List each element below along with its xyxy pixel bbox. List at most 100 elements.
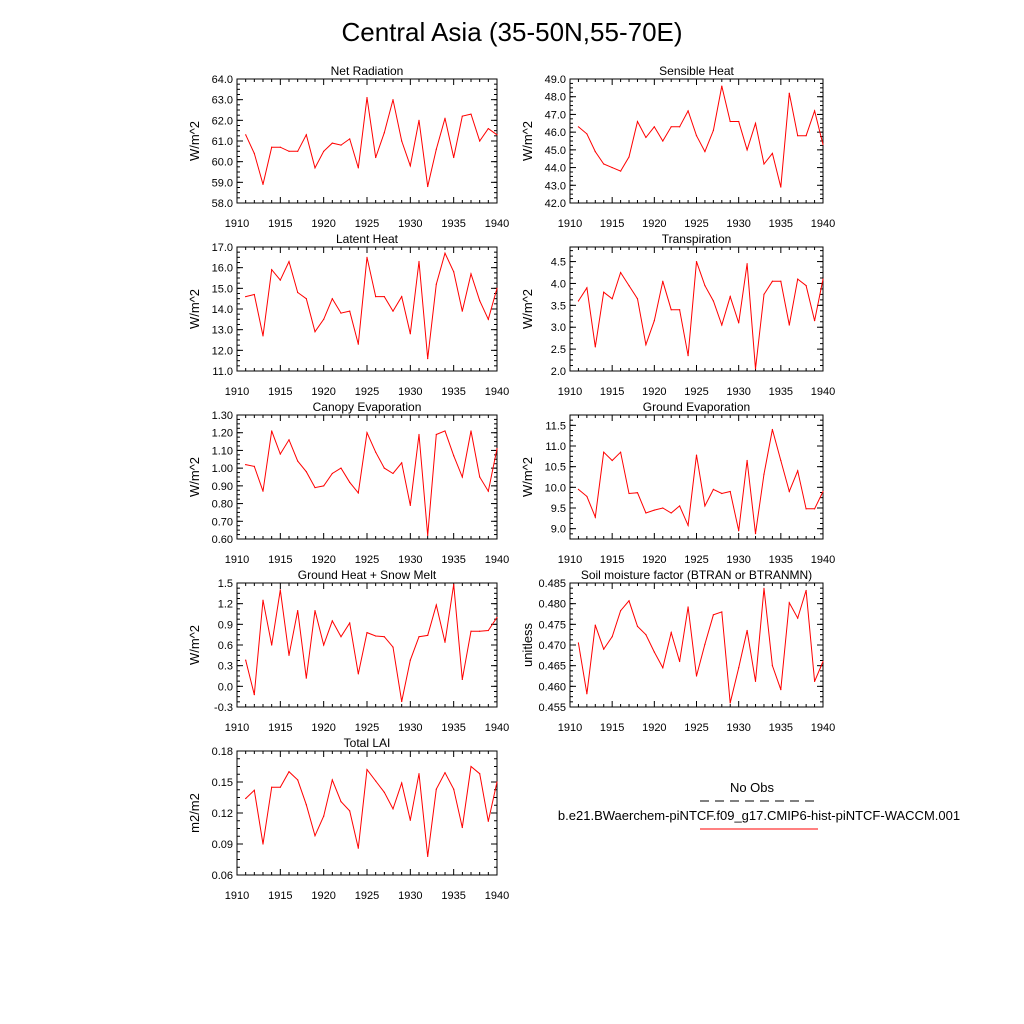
data-point [746, 149, 748, 151]
x-tick-label: 1940 [485, 722, 509, 734]
data-point [679, 505, 681, 507]
data-point [288, 150, 290, 152]
data-point [401, 462, 403, 464]
y-tick-label: 0.6 [218, 640, 233, 652]
data-point [746, 459, 748, 462]
data-point [323, 318, 325, 320]
data-point [479, 630, 481, 632]
series-line [245, 765, 498, 857]
panel-2: Sensible Heat W/m^2 1910 1915 1920 1925 1930 19… [520, 64, 835, 230]
data-point [721, 492, 723, 495]
data-point [245, 464, 247, 466]
data-point [409, 165, 411, 167]
data-point [383, 791, 385, 793]
x-tick-label: 1920 [311, 386, 335, 398]
data-point [253, 293, 255, 296]
y-tick-label: 62.0 [212, 115, 233, 127]
data-point [712, 614, 714, 616]
data-point [444, 430, 446, 432]
panels: Net Radiation W/m^2 1910 1915 1920 1925 1930 19… [187, 64, 835, 902]
data-point [746, 263, 748, 265]
data-point [586, 495, 588, 498]
data-point [695, 675, 698, 677]
plot-frame [236, 246, 498, 372]
y-axis-label: W/m^2 [520, 457, 535, 497]
data-point [813, 680, 816, 682]
data-point [288, 771, 290, 773]
data-point [636, 492, 639, 494]
x-tick-label: 1920 [642, 218, 666, 230]
data-point [409, 819, 411, 821]
data-point [679, 126, 681, 128]
data-point [349, 138, 351, 140]
y-tick-label: 0.455 [538, 702, 566, 714]
data-point [645, 634, 647, 636]
data-point [279, 589, 281, 591]
data-point [392, 472, 394, 475]
data-point [271, 430, 273, 432]
data-point [687, 355, 689, 357]
y-tick-label: 46.0 [545, 127, 566, 139]
legend-case-label: b.e21.BWaerchem-piNTCF.f09_g17.CMIP6-his… [558, 808, 960, 823]
y-tick-label: 48.0 [545, 92, 566, 104]
data-point [427, 855, 429, 858]
data-point [662, 507, 664, 509]
x-tick-label: 1915 [600, 722, 624, 734]
data-point [331, 142, 333, 144]
y-axis-label: W/m^2 [187, 289, 202, 329]
data-point [297, 150, 299, 152]
y-tick-label: 4.0 [551, 278, 566, 290]
series-line [245, 251, 498, 359]
data-point [479, 773, 481, 775]
y-tick-label: 64.0 [212, 74, 233, 86]
data-point [314, 331, 316, 333]
x-tick-label: 1910 [225, 890, 249, 902]
y-tick-label: 0.0 [218, 681, 233, 693]
data-point [586, 287, 588, 289]
y-tick-label: 9.5 [551, 503, 566, 515]
data-point [797, 617, 799, 619]
data-point [297, 291, 299, 294]
data-point [479, 140, 481, 142]
y-tick-label: 0.485 [538, 578, 566, 590]
data-point [822, 660, 824, 663]
x-tick-label: 1940 [811, 386, 835, 398]
panel-title: Canopy Evaporation [313, 400, 422, 414]
data-point [603, 648, 605, 650]
x-tick-label: 1930 [398, 722, 422, 734]
data-point [628, 285, 630, 287]
data-point [620, 451, 622, 453]
panel-title: Ground Heat + Snow Melt [298, 568, 437, 582]
y-tick-label: 4.5 [551, 257, 566, 269]
data-point [670, 309, 672, 311]
y-tick-label: 0.480 [538, 599, 566, 611]
data-point [738, 667, 740, 669]
data-point [427, 534, 429, 537]
data-point [271, 146, 273, 148]
data-point [662, 667, 664, 669]
x-tick-label: 1910 [225, 722, 249, 734]
data-point [754, 368, 757, 370]
panel-1: Net Radiation W/m^2 1910 1915 1920 1925 1930 19… [187, 64, 509, 230]
data-point [704, 643, 706, 645]
data-point [780, 689, 782, 691]
x-tick-label: 1940 [811, 722, 835, 734]
y-tick-label: 1.5 [218, 578, 233, 590]
data-point [620, 271, 622, 274]
y-tick-label: -0.3 [214, 702, 233, 714]
data-point [603, 163, 605, 165]
y-axis-label: unitless [520, 622, 535, 667]
data-point [435, 788, 437, 790]
data-point [461, 678, 463, 681]
data-point [375, 451, 377, 453]
y-tick-label: 0.70 [212, 516, 233, 528]
data-point [470, 430, 472, 432]
x-tick-label: 1910 [558, 722, 582, 734]
data-point [653, 320, 655, 322]
data-point [245, 659, 247, 661]
data-point [314, 835, 316, 837]
data-point [577, 642, 580, 644]
data-point [662, 140, 664, 142]
y-tick-label: 16.0 [212, 263, 233, 275]
y-tick-label: 49.0 [545, 74, 566, 86]
